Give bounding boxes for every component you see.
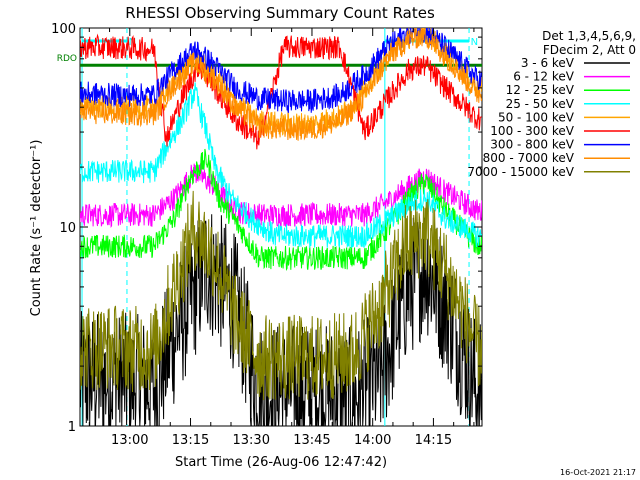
footer-timestamp: 16-Oct-2021 21:17: [560, 468, 636, 477]
y-axis-label: Count Rate (s⁻¹ detector⁻¹): [29, 140, 44, 317]
series-line-1: [80, 214, 482, 426]
x-tick-label: 13:45: [293, 433, 330, 448]
x-tick-label: 13:15: [172, 433, 209, 448]
series-line-3: [80, 148, 482, 272]
legend-label: 100 - 300 keV: [490, 124, 574, 138]
x-tick-label: 13:00: [111, 433, 148, 448]
chart-title: RHESSI Observing Summary Count Rates: [125, 4, 435, 22]
legend-header-line-2: FDecim 2, Att 0: [543, 43, 636, 57]
series-layer: [80, 28, 482, 426]
series-line-9: [80, 190, 482, 401]
x-axis-label: Start Time (26-Aug-06 12:47:42): [175, 455, 387, 470]
series-line-6: [80, 33, 482, 150]
legend-label: 3 - 6 keV: [521, 56, 575, 70]
series-line-8: [80, 28, 482, 141]
legend-label: 25 - 50 keV: [506, 97, 575, 111]
legend-label: 800 - 7000 keV: [483, 151, 575, 165]
legend: Det 1,3,4,5,6,9, FDecim 2, Att 0 3 - 6 k…: [467, 29, 636, 179]
series-line-2: [80, 162, 482, 229]
legend-label: 300 - 800 keV: [490, 138, 574, 152]
x-tick-label: 13:30: [233, 433, 270, 448]
series-line-7: [80, 28, 482, 114]
series-line-4: [80, 82, 482, 249]
y-tick-label: 10: [59, 221, 76, 236]
legend-label: 6 - 12 keV: [513, 70, 575, 84]
rdo-label: RDO: [57, 54, 77, 64]
x-tick-label: 14:00: [354, 433, 391, 448]
legend-header-line-1: Det 1,3,4,5,6,9,: [542, 29, 636, 43]
x-tick-label: 14:15: [415, 433, 452, 448]
legend-label: 7000 - 15000 keV: [467, 165, 574, 179]
n-marker-label: N: [471, 37, 478, 48]
y-tick-label: 1: [68, 420, 76, 435]
axes-layer: 1 10 100 13:00 13:15 13:30 13:45 14:00 14:15: [51, 22, 482, 448]
legend-label: 12 - 25 keV: [506, 83, 575, 97]
y-tick-label: 100: [51, 22, 76, 37]
legend-label: 50 - 100 keV: [498, 110, 575, 124]
